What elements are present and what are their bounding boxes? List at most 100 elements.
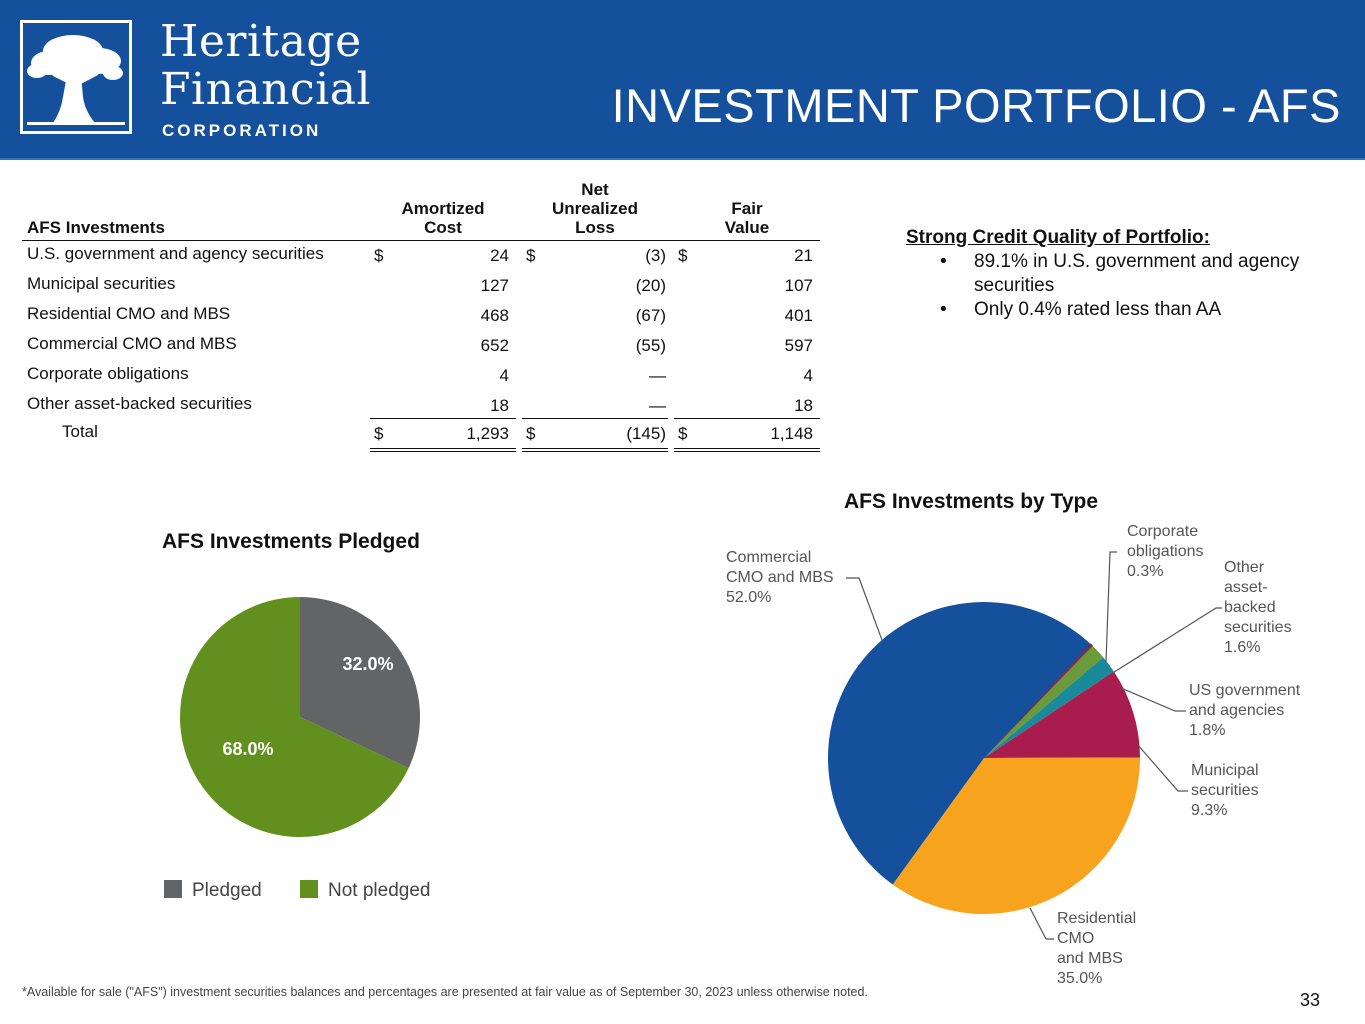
currency-symbol: $ bbox=[374, 424, 384, 443]
pie-label-line: Corporate bbox=[1127, 523, 1199, 540]
pie-label-line: Municipal bbox=[1191, 762, 1259, 779]
credit-quality-list: • 89.1% in U.S. government and agency se… bbox=[906, 250, 1346, 322]
pie-slice-corporate-obligations bbox=[983, 643, 1094, 759]
tree-logo-icon bbox=[20, 20, 132, 134]
table-row: Municipal securities 127 (20) 107 bbox=[22, 270, 822, 300]
pie-label-us-government-and-agencies: US government and agencies 1.8% bbox=[1189, 681, 1300, 741]
fair-value-cell: 107 bbox=[784, 276, 813, 295]
credit-quality-callout: Strong Credit Quality of Portfolio: • 89… bbox=[906, 226, 1346, 322]
header-rule bbox=[22, 240, 820, 241]
legend-item-not-pledged: Not pledged bbox=[300, 880, 430, 902]
fair-value-cell: 597 bbox=[784, 336, 813, 355]
row-label: Commercial CMO and MBS bbox=[27, 334, 237, 353]
total-double-rule bbox=[674, 451, 820, 452]
leader-line bbox=[1120, 687, 1186, 712]
page-number: 33 bbox=[1299, 990, 1320, 1010]
header-line: Cost bbox=[424, 218, 462, 237]
unrealized-loss-cell: — bbox=[649, 396, 666, 415]
pie-label-residential-cmo-and-mbs: Residential CMO and MBS 35.0% bbox=[1057, 909, 1136, 989]
leader-line bbox=[1029, 907, 1054, 940]
pie-label-corporate-obligations: Corporate obligations 0.3% bbox=[1127, 522, 1204, 582]
row-label: Other asset-backed securities bbox=[27, 394, 252, 413]
pie-label-line: 0.3% bbox=[1127, 563, 1164, 580]
list-item: • Only 0.4% rated less than AA bbox=[906, 298, 1346, 322]
pie-label-line: 1.6% bbox=[1224, 639, 1261, 656]
header-line: Fair bbox=[731, 199, 763, 218]
pie-label-line: Other bbox=[1224, 559, 1265, 576]
pie-slice-residential-cmo-and-mbs bbox=[892, 757, 1141, 915]
total-double-rule bbox=[674, 448, 820, 449]
unrealized-loss-cell: (3) bbox=[645, 246, 666, 265]
legend-swatch-not-pledged bbox=[300, 880, 318, 898]
pie-label-line: 9.3% bbox=[1191, 802, 1228, 819]
pie-slice-municipal-securities bbox=[984, 671, 1140, 758]
pie-label-line: securities bbox=[1224, 619, 1292, 636]
header-line: Unrealized bbox=[552, 199, 638, 218]
legend-label: Pledged bbox=[192, 880, 262, 901]
bullet-icon: • bbox=[940, 299, 947, 320]
table-row: Corporate obligations 4 — 4 bbox=[22, 360, 822, 390]
legend-swatch-pledged bbox=[164, 880, 182, 898]
header-line: Amortized bbox=[401, 199, 485, 218]
pie-label-line: and agencies bbox=[1189, 702, 1285, 719]
row-label: Corporate obligations bbox=[27, 364, 189, 383]
table-header-fair-value: Fair Value bbox=[684, 199, 810, 237]
table-row: Other asset-backed securities 18 — 18 bbox=[22, 390, 822, 420]
pie-data-label: 32.0% bbox=[342, 654, 393, 674]
total-rule bbox=[370, 418, 516, 419]
total-rule bbox=[522, 418, 668, 419]
fair-value-cell: 4 bbox=[803, 366, 813, 385]
amortized-cost-cell: 24 bbox=[490, 246, 509, 265]
table-header-amortized-cost: Amortized Cost bbox=[380, 199, 506, 237]
list-item: • 89.1% in U.S. government and agency se… bbox=[906, 250, 1346, 298]
pie-label-line: 52.0% bbox=[726, 589, 772, 606]
fair-value-cell: 21 bbox=[794, 246, 813, 265]
table-row: U.S. government and agency securities $ $ $… bbox=[22, 240, 822, 270]
unrealized-loss-cell: (67) bbox=[635, 306, 666, 325]
unrealized-loss-cell: (55) bbox=[635, 336, 666, 355]
pie-label-other-asset-backed-securities: Other asset-backed securities 1.6% bbox=[1224, 558, 1292, 658]
list-item-line: 89.1% in U.S. government and agency bbox=[974, 251, 1300, 272]
logo-text-heritage: Heritage bbox=[160, 16, 362, 67]
pledged-chart-title: AFS Investments Pledged bbox=[162, 530, 420, 553]
pie-label-line: and MBS bbox=[1057, 950, 1123, 967]
row-label: Municipal securities bbox=[27, 274, 176, 293]
table-header-net-unrealized-loss: Net Unrealized Loss bbox=[532, 180, 658, 237]
pie-slice-commercial-cmo-and-mbs bbox=[827, 601, 1091, 885]
currency-symbol: $ bbox=[526, 246, 536, 265]
amortized-cost-cell: 652 bbox=[480, 336, 509, 355]
fair-value-cell: 401 bbox=[784, 306, 813, 325]
pie-slice-us-government-and-agencies bbox=[984, 657, 1114, 758]
fair-value-cell: 1,148 bbox=[770, 424, 813, 443]
pie-slice-not-pledged bbox=[179, 597, 409, 837]
table-row: Commercial CMO and MBS 652 (55) 597 bbox=[22, 330, 822, 360]
leader-line bbox=[1136, 743, 1188, 792]
total-double-rule bbox=[522, 448, 668, 449]
table-total-row: Total $ $ $1,293 (145) 1,148 bbox=[22, 418, 822, 448]
row-label: Total bbox=[62, 422, 98, 441]
table-header-afs-investments: AFS Investments bbox=[27, 218, 165, 237]
amortized-cost-cell: 1,293 bbox=[466, 424, 509, 443]
row-label: Residential CMO and MBS bbox=[27, 304, 231, 323]
pie-data-label: 68.0% bbox=[222, 739, 273, 759]
pie-label-line: CMO and MBS bbox=[726, 569, 834, 586]
amortized-cost-cell: 127 bbox=[480, 276, 509, 295]
pie-label-line: Residential bbox=[1057, 910, 1137, 927]
row-label: U.S. government and agency securities bbox=[27, 244, 324, 263]
pie-label-line: backed bbox=[1224, 599, 1276, 616]
leader-line bbox=[846, 577, 883, 641]
page-title: INVESTMENT PORTFOLIO - AFS bbox=[611, 79, 1341, 132]
pie-slice-other-asset-backed-securities bbox=[984, 645, 1104, 758]
total-double-rule bbox=[370, 451, 516, 452]
fair-value-cell: 18 bbox=[794, 396, 813, 415]
pie-label-commercial-cmo-and-mbs: Commercial CMO and MBS 52.0% bbox=[726, 548, 834, 608]
pie-label-line: asset- bbox=[1224, 579, 1268, 596]
amortized-cost-cell: 18 bbox=[490, 396, 509, 415]
total-double-rule bbox=[370, 448, 516, 449]
table-row: Residential CMO and MBS 468 (67) 401 bbox=[22, 300, 822, 330]
unrealized-loss-cell: (20) bbox=[635, 276, 666, 295]
header-line: Value bbox=[724, 218, 770, 237]
pie-label-line: 1.8% bbox=[1189, 722, 1226, 739]
leader-line bbox=[1110, 607, 1222, 675]
